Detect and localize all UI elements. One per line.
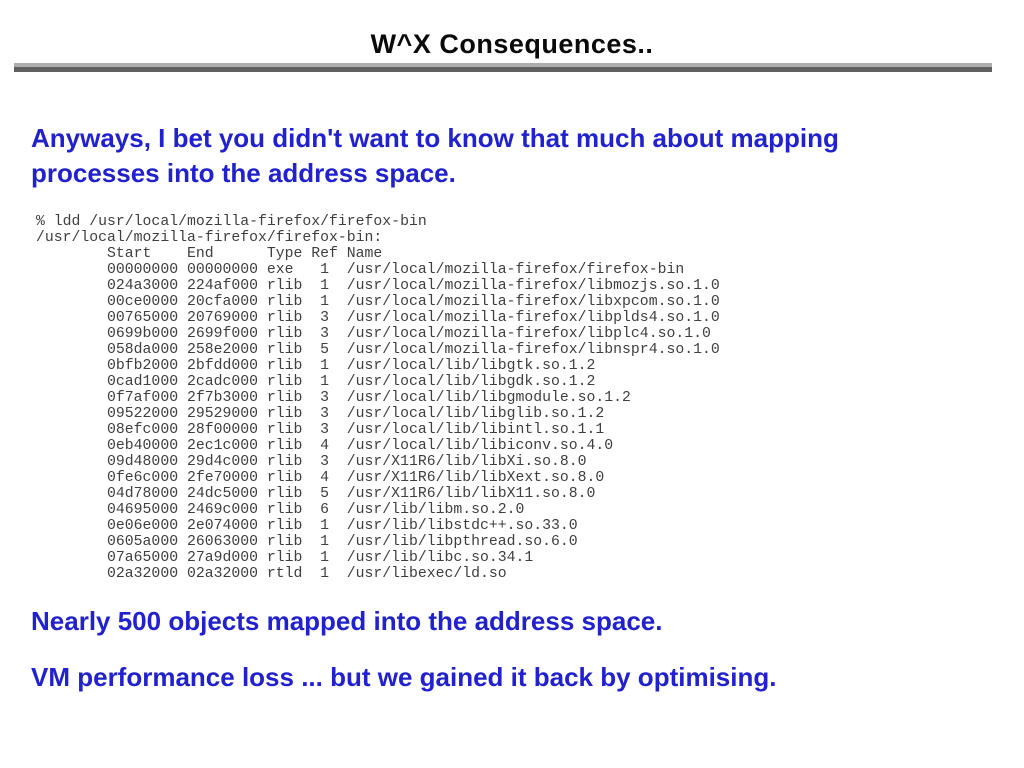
ldd-output: % ldd /usr/local/mozilla-firefox/firefox… (36, 214, 720, 582)
conclusion-line-1: Nearly 500 objects mapped into the addre… (31, 606, 663, 636)
intro-line-2: processes into the address space. (31, 158, 456, 188)
divider-dark-bar (14, 67, 992, 72)
intro-paragraph: Anyways, I bet you didn't want to know t… (31, 121, 839, 191)
divider-light-bar (14, 63, 992, 67)
conclusion-line-2: VM performance loss ... but we gained it… (31, 662, 777, 692)
title-divider (14, 63, 992, 72)
slide-title: W^X Consequences.. (370, 29, 654, 59)
intro-line-1: Anyways, I bet you didn't want to know t… (31, 123, 839, 153)
